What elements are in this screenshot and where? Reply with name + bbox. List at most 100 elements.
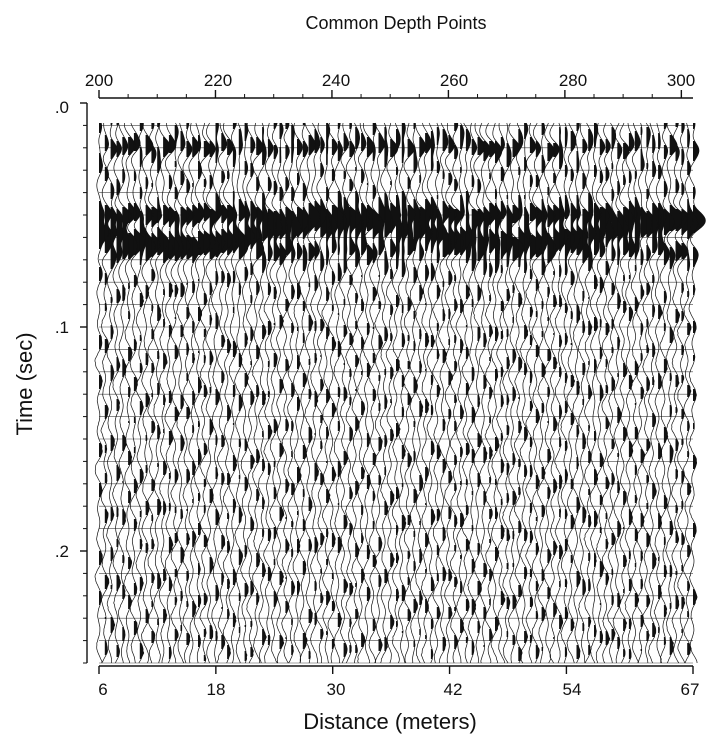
trace-fill [355,645,358,653]
trace-wiggle [176,122,191,664]
trace-fill [564,195,570,219]
trace-fill [495,507,498,519]
trace-fill [512,635,516,645]
trace-fill [244,123,248,141]
trace-fill [564,303,568,313]
trace-fill [605,359,608,367]
trace-fill [104,473,107,483]
trace-fill [594,511,598,527]
trace-fill [128,203,137,223]
trace-wiggle [181,122,199,664]
trace-fill [104,509,109,523]
trace-wiggle [513,122,529,664]
trace-fill [337,387,340,397]
top-axis [98,90,693,99]
trace-fill [512,387,516,401]
trace-fill [611,473,615,485]
trace-wiggle [368,122,384,664]
trace-fill [361,505,363,515]
trace-fill [687,545,691,557]
trace-fill [663,181,668,197]
trace-fill [128,557,132,569]
trace-fill [366,587,371,601]
trace-wiggle [566,122,581,664]
trace-fill [663,243,670,265]
trace-fill [372,353,376,363]
trace-fill [611,377,615,391]
trace-wiggle [129,122,146,664]
trace-fill [436,573,439,581]
trace-fill [658,443,662,459]
trace-wiggle [665,122,684,664]
trace-fill [378,537,382,551]
bottom-tick-label: 30 [327,680,346,699]
top-axis-major-ticks [98,90,683,98]
trace-fill [157,499,162,515]
trace-wiggle [391,122,405,664]
trace-fill [430,335,435,347]
trace-fill [116,357,120,371]
trace-fill [337,191,347,255]
trace-fill [145,609,150,623]
trace-fill [425,467,429,481]
trace-fill [623,301,627,313]
trace-wiggle [630,122,642,664]
trace-wiggle [112,122,124,664]
trace-fill [326,123,330,165]
trace-fill [413,599,418,613]
trace-fill [559,437,562,447]
trace-fill [139,469,144,483]
trace-fill [605,573,609,585]
trace-fill [320,415,323,423]
trace-fill [256,177,260,191]
trace-wiggle [158,122,174,663]
trace-fill [203,593,208,605]
trace-fill [628,579,632,591]
trace-fill [623,649,626,657]
trace-fill [477,137,486,155]
trace-fill [489,229,499,253]
trace-fill [524,325,528,339]
trace-fill [186,123,189,129]
trace-fill [384,127,388,167]
trace-fill [110,183,114,199]
trace-fill [419,475,423,491]
trace-wiggle [636,122,653,664]
trace-fill [390,239,396,257]
trace-fill [361,169,365,183]
trace-fill [605,139,611,153]
trace-wiggle [478,122,492,664]
trace-fill [646,345,649,353]
trace-fill [320,379,324,391]
trace-wiggle [251,122,265,664]
trace-wiggle [321,122,337,664]
trace-fill [297,243,303,259]
trace-fill [151,421,155,433]
trace-fill [547,549,552,563]
trace-fill [291,285,295,299]
trace-fill [611,283,615,295]
trace-fill [285,359,290,371]
trace-fill [355,543,359,557]
trace-fill [238,507,243,523]
trace-fill [465,637,468,643]
trace-fill [128,595,132,609]
trace-wiggle [234,122,249,664]
trace-fill [529,401,533,411]
trace-wiggle [496,122,513,664]
trace-wiggle [542,122,557,664]
trace-fill [448,271,453,285]
trace-fill [460,405,464,419]
trace-wiggle [577,122,591,664]
trace-fill [564,539,568,551]
trace-wiggle [187,122,203,664]
trace-fill [442,459,447,473]
bottom-tick-label: 18 [207,680,226,699]
trace-fill [302,141,308,157]
trace-wiggle [648,122,662,664]
trace-fill [366,245,374,265]
trace-fill [547,143,555,161]
trace-fill [460,125,465,149]
trace-fill [465,191,475,263]
trace-wiggle [287,122,302,664]
